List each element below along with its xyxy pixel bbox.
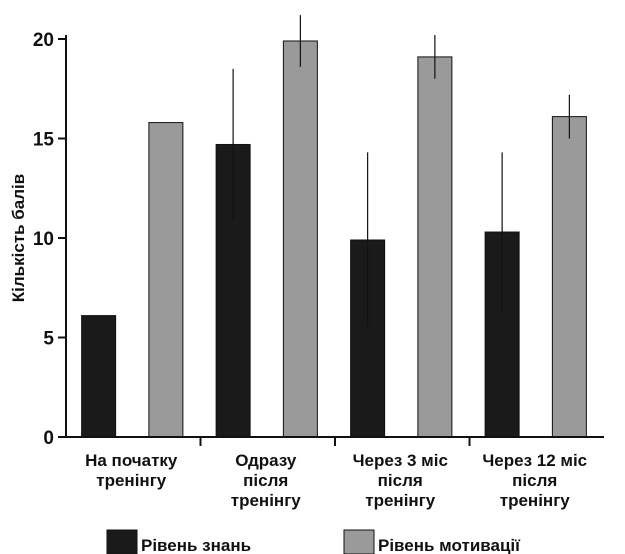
category-label-line: тренінгу	[96, 471, 167, 490]
legend-motivation-swatch	[343, 529, 375, 554]
category-label-line: тренінгу	[500, 491, 571, 510]
category-label-3: Через 3 міс після тренінгу	[353, 451, 448, 510]
bar-motivation-2	[282, 40, 318, 438]
bar-motivation-4	[551, 116, 587, 438]
category-label-line: тренінгу	[365, 491, 436, 510]
bars-layer	[81, 15, 587, 438]
category-label-line: тренінгу	[231, 491, 302, 510]
category-label-1: На початку тренінгу	[85, 451, 178, 490]
y-tick-label-20: 20	[33, 30, 54, 51]
y-axis-title: Кількість балів	[9, 174, 28, 302]
axes-layer	[58, 35, 604, 446]
legend-motivation-label: Рівень мотивації	[378, 536, 521, 554]
category-label-line: після	[378, 471, 423, 490]
y-tick-label-15: 15	[33, 130, 55, 151]
bar-motivation-1	[148, 122, 184, 438]
category-label-2: Одразу після тренінгу	[231, 451, 302, 510]
legend-knowledge-label: Рівень знань	[141, 536, 251, 554]
category-label-line: Одразу	[235, 451, 297, 470]
category-label-line: після	[243, 471, 288, 490]
y-tick-label-10: 10	[33, 229, 54, 250]
bar-knowledge-1	[81, 315, 117, 438]
category-label-line: Через 12 міс	[482, 451, 587, 470]
category-label-line: після	[512, 471, 557, 490]
legend: Рівень знань Рівень мотивації	[106, 529, 521, 554]
category-label-line: На початку	[85, 451, 178, 470]
y-tick-label-0: 0	[43, 428, 54, 449]
bar-motivation-3	[417, 56, 453, 438]
category-label-line: Через 3 міс	[353, 451, 448, 470]
legend-knowledge-swatch	[106, 529, 138, 554]
y-tick-label-5: 5	[43, 329, 54, 350]
category-label-4: Через 12 міс після тренінгу	[482, 451, 587, 510]
